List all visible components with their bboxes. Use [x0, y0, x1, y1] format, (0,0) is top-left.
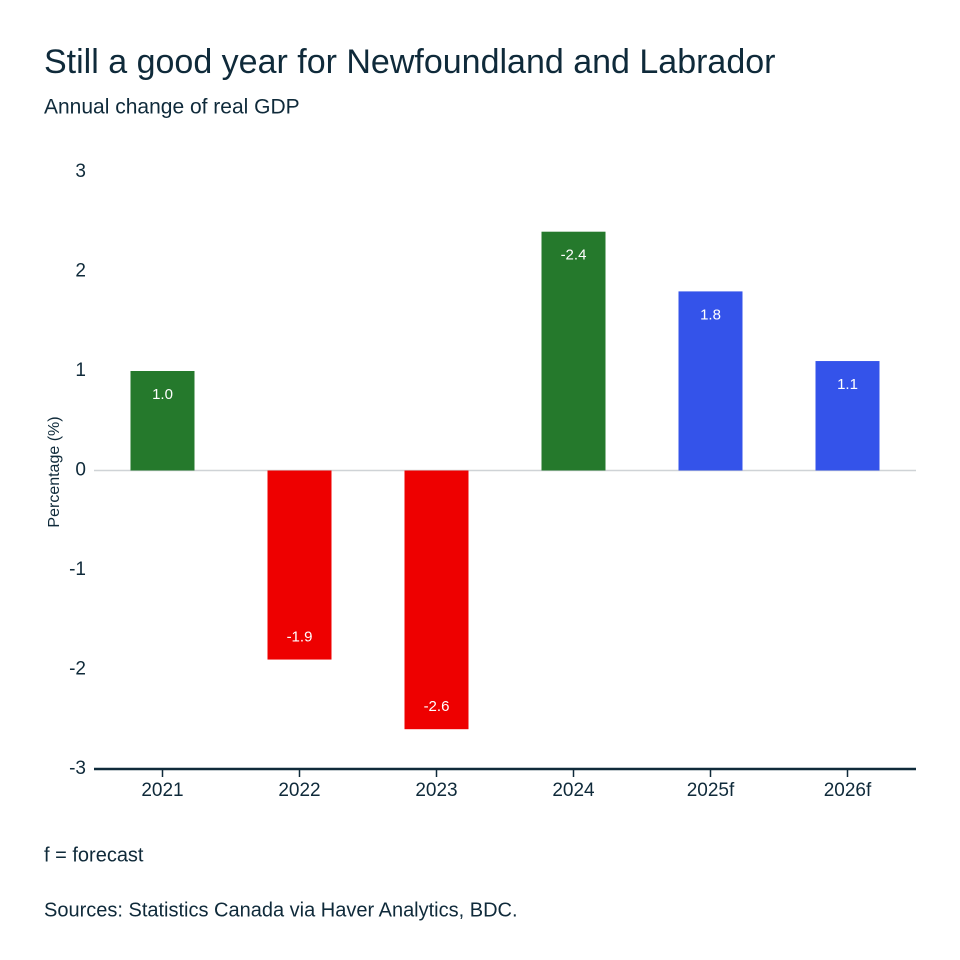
value-label: 1.0 — [152, 386, 173, 403]
x-tick-label: 2026f — [824, 780, 872, 801]
y-tick-label: -2 — [69, 659, 86, 680]
bar — [678, 291, 743, 471]
y-tick-label: 0 — [75, 460, 86, 481]
x-tick-label: 2022 — [278, 780, 320, 801]
source-note: Sources: Statistics Canada via Haver Ana… — [44, 899, 518, 921]
y-tick-label: -3 — [69, 758, 86, 779]
y-tick-label: 3 — [75, 161, 86, 182]
y-tick-label: 1 — [75, 360, 86, 381]
value-label: 1.1 — [837, 376, 858, 393]
x-tick-label: 2023 — [415, 780, 457, 801]
y-tick-label: -1 — [69, 559, 86, 580]
y-tick-label: 2 — [75, 261, 86, 282]
value-label: -2.6 — [424, 698, 450, 715]
bar — [815, 361, 880, 471]
y-axis-label: Percentage (%) — [46, 416, 63, 527]
x-tick-label: 2024 — [552, 780, 595, 801]
bar — [404, 470, 469, 730]
footnote: f = forecast — [44, 844, 144, 866]
bar — [267, 470, 332, 660]
bar — [541, 231, 606, 471]
x-tick-label: 2021 — [141, 780, 183, 801]
chart-title: Still a good year for Newfoundland and L… — [44, 43, 775, 81]
value-label: -1.9 — [287, 629, 313, 646]
value-label: -2.4 — [561, 247, 587, 264]
bar — [130, 371, 195, 471]
x-tick-label: 2025f — [687, 780, 735, 801]
value-label: 1.8 — [700, 306, 721, 323]
chart-subtitle: Annual change of real GDP — [44, 96, 300, 119]
